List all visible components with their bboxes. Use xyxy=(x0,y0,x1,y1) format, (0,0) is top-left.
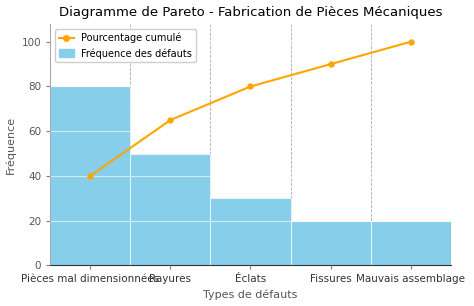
Legend: Pourcentage cumulé, Fréquence des défauts: Pourcentage cumulé, Fréquence des défaut… xyxy=(55,29,196,62)
Y-axis label: Fréquence: Fréquence xyxy=(6,116,16,174)
Bar xyxy=(210,198,291,265)
Bar xyxy=(50,87,130,265)
Title: Diagramme de Pareto - Fabrication de Pièces Mécaniques: Diagramme de Pareto - Fabrication de Piè… xyxy=(59,6,442,19)
Bar xyxy=(291,221,371,265)
Bar xyxy=(130,154,210,265)
Bar xyxy=(371,221,451,265)
X-axis label: Types de défauts: Types de défauts xyxy=(203,290,298,300)
